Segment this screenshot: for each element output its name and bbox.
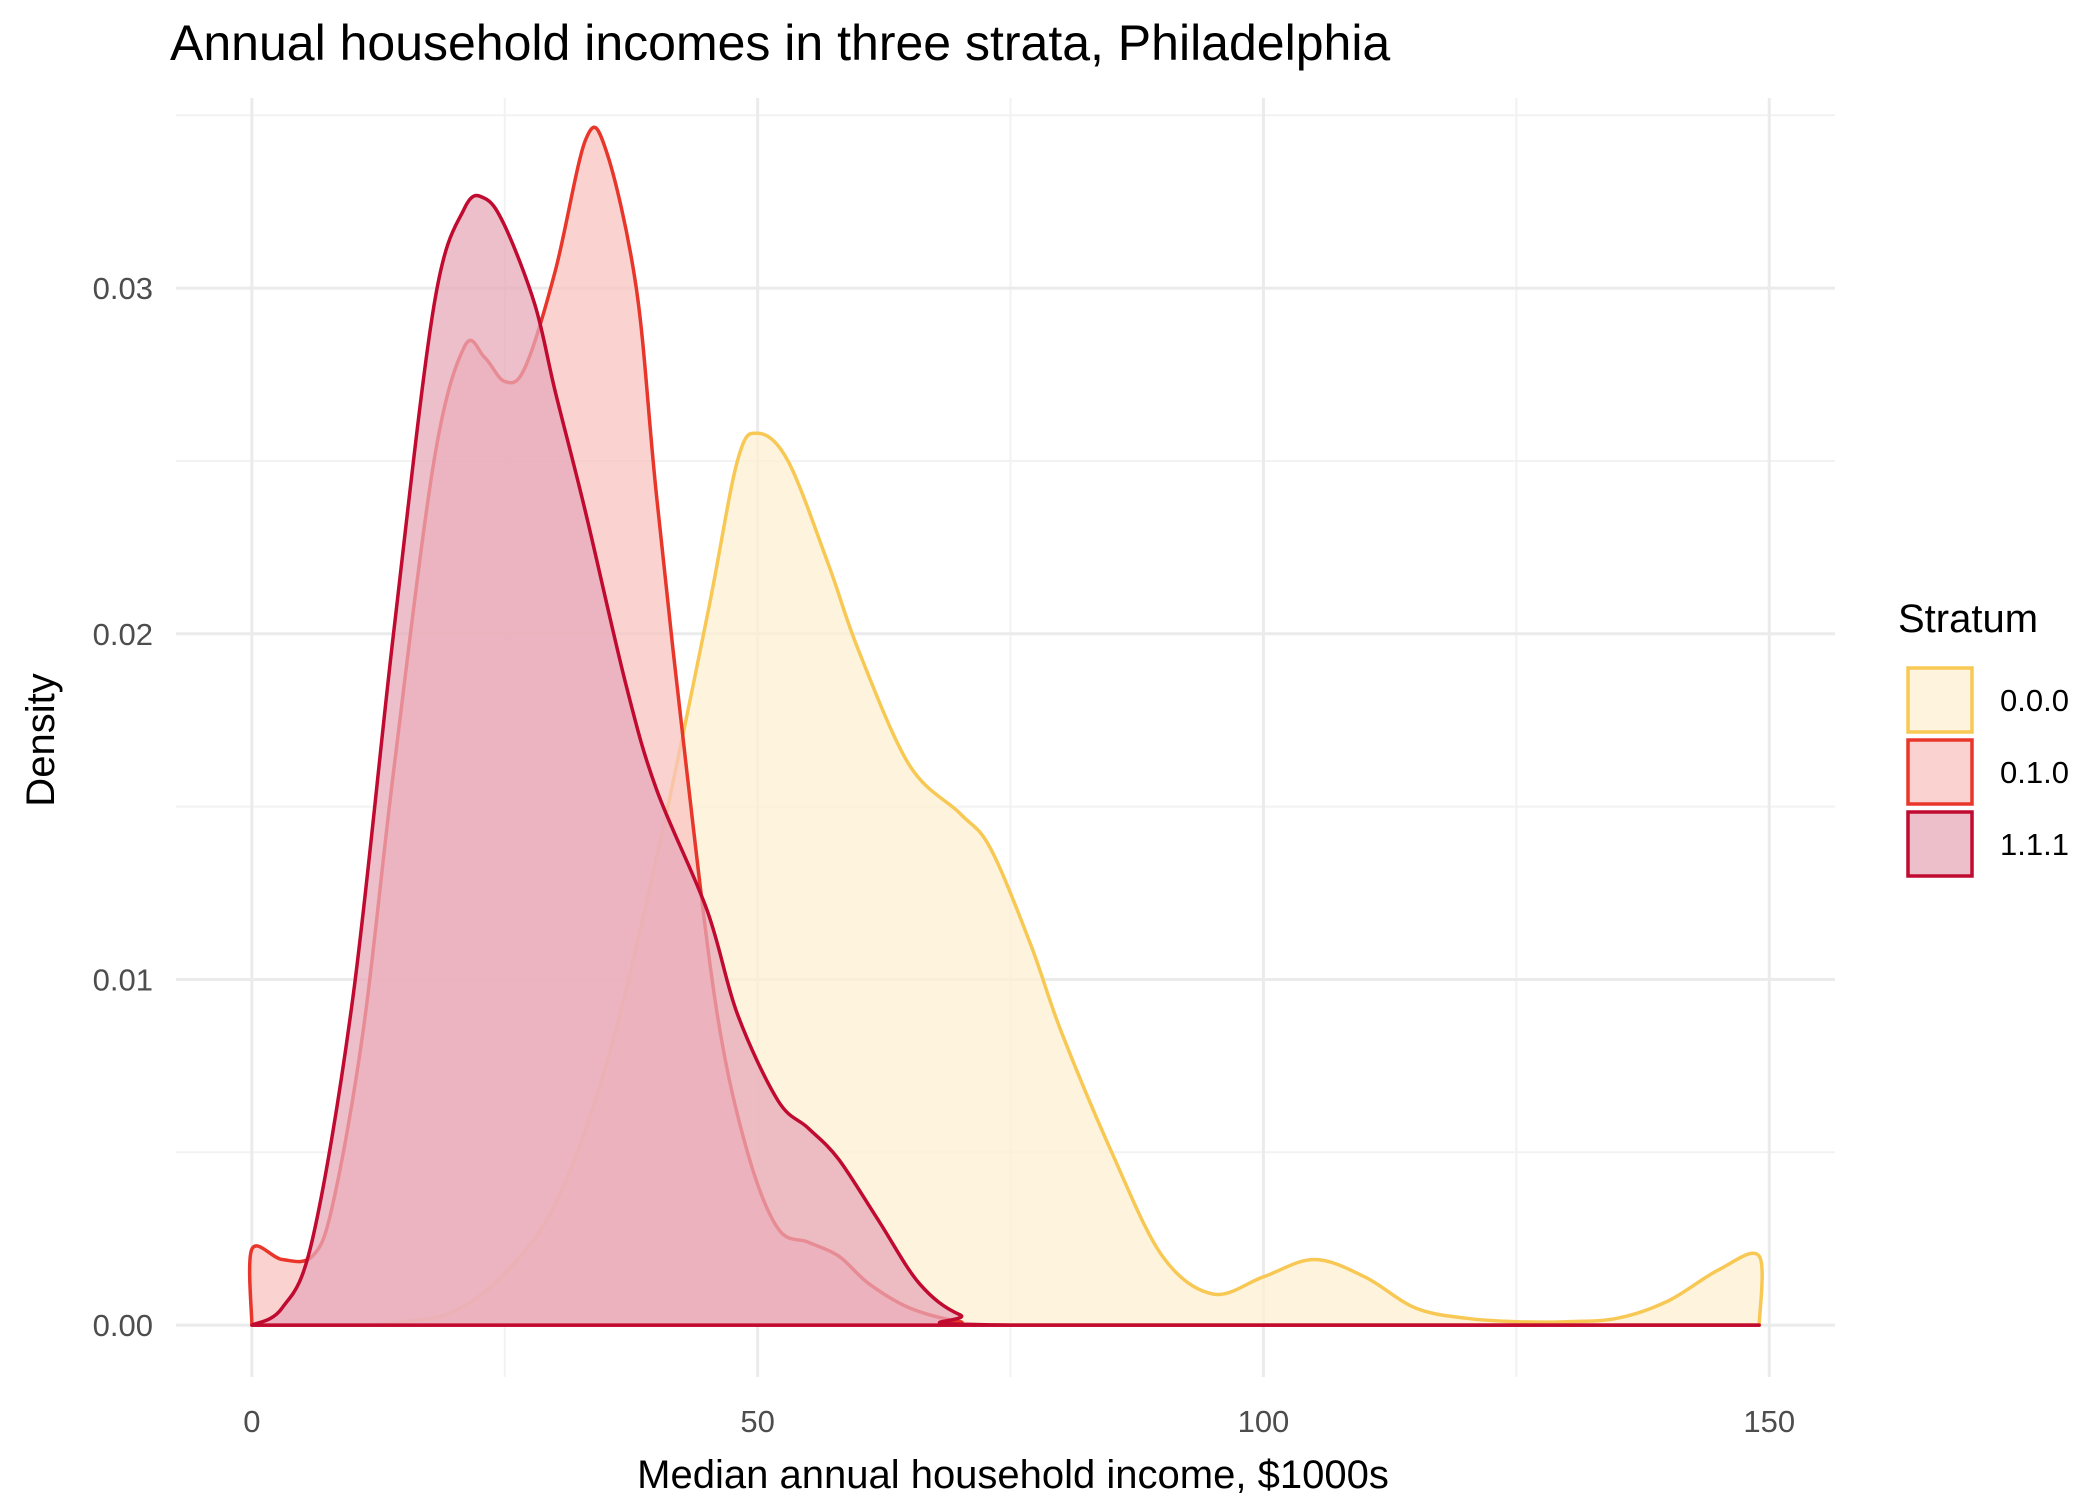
y-axis-ticks: 0.00 0.01 0.02 0.03 xyxy=(93,271,153,1343)
x-axis-title: Median annual household income, $1000s xyxy=(637,1453,1389,1497)
legend-swatch xyxy=(1906,666,1974,734)
density-areas xyxy=(247,125,1764,1327)
legend: Stratum 0.0.0 0.1.0 1.1.1 xyxy=(1898,597,2069,878)
x-tick-label: 150 xyxy=(1743,1404,1795,1439)
legend-label: 0.0.0 xyxy=(2000,683,2069,718)
y-tick-label: 0.02 xyxy=(93,617,153,652)
chart-title: Annual household incomes in three strata… xyxy=(170,15,1390,71)
legend-swatch xyxy=(1906,810,1974,878)
y-tick-label: 0.00 xyxy=(93,1308,153,1343)
y-tick-label: 0.01 xyxy=(93,962,153,997)
y-axis-title: Density xyxy=(19,673,63,806)
legend-items: 0.0.0 0.1.0 1.1.1 xyxy=(1906,666,2069,878)
legend-title: Stratum xyxy=(1898,597,2038,641)
x-axis-ticks: 0 50 100 150 xyxy=(243,1404,1795,1439)
legend-swatch xyxy=(1906,738,1974,806)
x-tick-label: 0 xyxy=(243,1404,260,1439)
x-tick-label: 100 xyxy=(1238,1404,1290,1439)
legend-label: 0.1.0 xyxy=(2000,755,2069,790)
x-tick-label: 50 xyxy=(740,1404,774,1439)
legend-label: 1.1.1 xyxy=(2000,827,2069,862)
y-tick-label: 0.03 xyxy=(93,271,153,306)
density-area-1-1-1 xyxy=(250,193,1761,1327)
